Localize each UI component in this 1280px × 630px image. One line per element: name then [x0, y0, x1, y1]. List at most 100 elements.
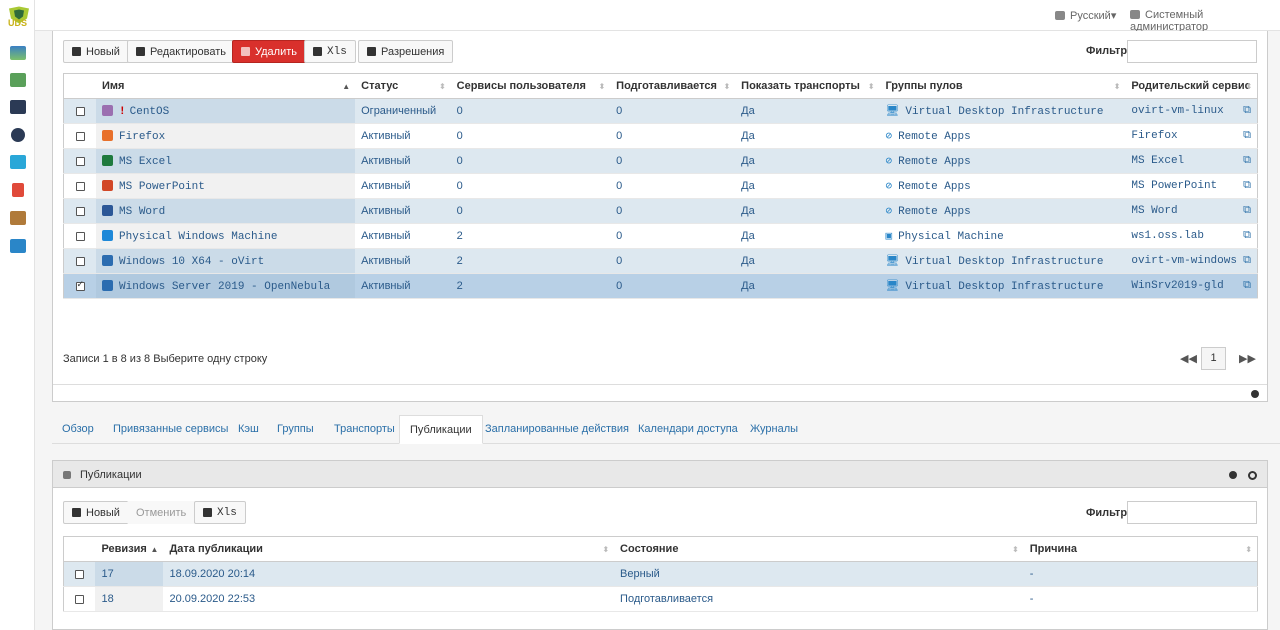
external-link-icon[interactable]: ⧉	[1243, 180, 1251, 192]
column-header-date[interactable]: Дата публикации ⬍	[163, 536, 615, 562]
tab-4[interactable]: Транспорты	[334, 423, 395, 435]
table-row[interactable]: Firefox Активный 0 0 Да ⊘ Remote Apps Firefox ⧉	[63, 123, 1258, 149]
tab-1[interactable]: Привязанные сервисы	[113, 423, 229, 435]
column-header-show-transports[interactable]: Показать транспорты ⬍	[735, 73, 880, 99]
edit-icon	[136, 47, 145, 56]
service-name-cell[interactable]: Physical Windows Machine	[96, 223, 356, 249]
external-link-icon[interactable]: ⧉	[1243, 280, 1251, 292]
table-row[interactable]: MS PowerPoint Активный 0 0 Да ⊘ Remote Apps MS …	[63, 173, 1258, 199]
more-icon[interactable]	[11, 128, 25, 142]
tools-icon[interactable]	[10, 211, 26, 225]
xls-button[interactable]: Xls	[304, 40, 356, 63]
pool-group-cell: ▣ Physical Machine	[879, 223, 1126, 249]
firefox-icon	[102, 129, 114, 141]
column-header-state[interactable]: Состояние ⬍	[614, 536, 1024, 562]
column-header-reason[interactable]: Причина ⬍	[1023, 536, 1258, 562]
row-checkbox[interactable]	[75, 181, 85, 191]
row-checkbox-cell[interactable]	[63, 273, 97, 299]
uds-logo-icon[interactable]	[6, 2, 32, 29]
column-header-pool-groups[interactable]: Группы пулов ⬍	[879, 73, 1126, 99]
publications-xls-button[interactable]: Xls	[194, 501, 246, 524]
next-page-icon[interactable]: ▶▶	[1239, 353, 1256, 365]
cancel-publication-button[interactable]: Отменить	[127, 501, 196, 524]
new-button[interactable]: Новый	[63, 40, 129, 63]
service-name-cell[interactable]: Windows 10 X64 - oVirt	[96, 248, 356, 274]
external-link-icon[interactable]: ⧉	[1243, 130, 1251, 142]
publications-table: Ревизия ▲ Дата публикации ⬍ Состояние ⬍ При…	[63, 536, 1258, 612]
external-link-icon[interactable]: ⧉	[1243, 155, 1251, 167]
row-checkbox-cell[interactable]	[63, 223, 97, 249]
service-name-cell[interactable]: MS Word	[96, 198, 356, 224]
tab-3[interactable]: Группы	[277, 423, 314, 435]
column-header-preparing[interactable]: Подготавливается ⬍	[610, 73, 736, 99]
row-checkbox[interactable]	[75, 256, 85, 266]
row-checkbox[interactable]	[75, 206, 85, 216]
row-checkbox-cell[interactable]	[63, 198, 97, 224]
services-icon[interactable]	[10, 73, 26, 87]
table-row[interactable]: ! CentOS Ограниченный 0 0 Да 🖥 Virtual Desktop …	[63, 98, 1258, 124]
pools-icon[interactable]	[10, 155, 26, 169]
row-checkbox-cell[interactable]	[63, 148, 97, 174]
service-name-cell[interactable]: MS PowerPoint	[96, 173, 356, 199]
column-header-user-services[interactable]: Сервисы пользователя ⬍	[450, 73, 611, 99]
tab-2[interactable]: Кэш	[238, 423, 259, 435]
tab-5[interactable]: Публикации	[399, 415, 483, 444]
delete-button[interactable]: Удалить	[232, 40, 306, 63]
row-checkbox-cell[interactable]	[63, 586, 96, 612]
row-checkbox[interactable]	[75, 279, 85, 291]
column-header-parent-service[interactable]: Родительский сервис ⬍	[1125, 73, 1258, 99]
page-number[interactable]: 1	[1201, 347, 1226, 370]
service-name-cell[interactable]: Windows Server 2019 - OpenNebula	[96, 273, 356, 299]
language-selector[interactable]: Русский▾	[1055, 9, 1116, 22]
tab-8[interactable]: Журналы	[750, 423, 799, 435]
tab-7[interactable]: Календари доступа	[638, 423, 738, 435]
external-link-icon[interactable]: ⧉	[1243, 205, 1251, 217]
column-header-revision[interactable]: Ревизия ▲	[95, 536, 164, 562]
row-checkbox[interactable]	[75, 156, 85, 166]
row-checkbox-cell[interactable]	[63, 123, 97, 149]
service-name-cell[interactable]: Firefox	[96, 123, 356, 149]
table-row[interactable]: 17 18.09.2020 20:14 Верный -	[63, 561, 1258, 587]
table-row[interactable]: MS Word Активный 0 0 Да ⊘ Remote Apps MS Word ⧉	[63, 198, 1258, 224]
column-header-name[interactable]: Имя ▲	[96, 73, 356, 99]
permissions-button[interactable]: Разрешения	[358, 40, 454, 63]
publications-header: Публикации	[53, 461, 1267, 488]
table-row[interactable]: MS Excel Активный 0 0 Да ⊘ Remote Apps MS Excel…	[63, 148, 1258, 174]
collapse-icon[interactable]	[1251, 390, 1259, 398]
collapse-icon[interactable]	[1229, 471, 1237, 479]
edit-button[interactable]: Редактировать	[127, 40, 235, 63]
row-checkbox[interactable]	[75, 594, 85, 604]
column-header-status[interactable]: Статус ⬍	[355, 73, 451, 99]
external-link-icon[interactable]: ⧉	[1243, 230, 1251, 242]
config-icon[interactable]	[10, 239, 26, 253]
row-checkbox-cell[interactable]	[63, 248, 97, 274]
tab-6[interactable]: Запланированные действия	[485, 423, 629, 435]
table-row[interactable]: Windows Server 2019 - OpenNebula Активный…	[63, 273, 1258, 299]
row-checkbox[interactable]	[75, 131, 85, 141]
prev-page-icon[interactable]: ◀◀	[1180, 353, 1197, 365]
row-checkbox[interactable]	[75, 231, 85, 241]
tab-0[interactable]: Обзор	[62, 423, 94, 435]
publications-filter-input[interactable]	[1127, 501, 1257, 524]
user-menu[interactable]: Системный администратор	[1130, 9, 1280, 33]
service-name: Windows 10 X64 - oVirt	[119, 255, 265, 268]
dashboard-icon[interactable]	[10, 46, 26, 60]
new-publication-button[interactable]: Новый	[63, 501, 129, 524]
monitor-nav-icon[interactable]	[10, 100, 26, 114]
show-transports-cell: Да	[735, 98, 880, 124]
table-row[interactable]: 18 20.09.2020 22:53 Подготавливается -	[63, 586, 1258, 612]
filter-input[interactable]	[1127, 40, 1257, 63]
refresh-icon[interactable]	[1248, 471, 1257, 480]
service-name-cell[interactable]: MS Excel	[96, 148, 356, 174]
table-row[interactable]: Physical Windows Machine Активный 2 0 Да ▣ Phy…	[63, 223, 1258, 249]
row-checkbox-cell[interactable]	[63, 98, 97, 124]
row-checkbox[interactable]	[75, 106, 85, 116]
reports-icon[interactable]	[12, 183, 24, 197]
external-link-icon[interactable]: ⧉	[1243, 255, 1251, 267]
row-checkbox-cell[interactable]	[63, 561, 96, 587]
row-checkbox-cell[interactable]	[63, 173, 97, 199]
table-row[interactable]: Windows 10 X64 - oVirt Активный 2 0 Да 🖥 Virtu…	[63, 248, 1258, 274]
external-link-icon[interactable]: ⧉	[1243, 105, 1251, 117]
row-checkbox[interactable]	[75, 569, 85, 579]
service-name-cell[interactable]: ! CentOS	[96, 98, 356, 124]
